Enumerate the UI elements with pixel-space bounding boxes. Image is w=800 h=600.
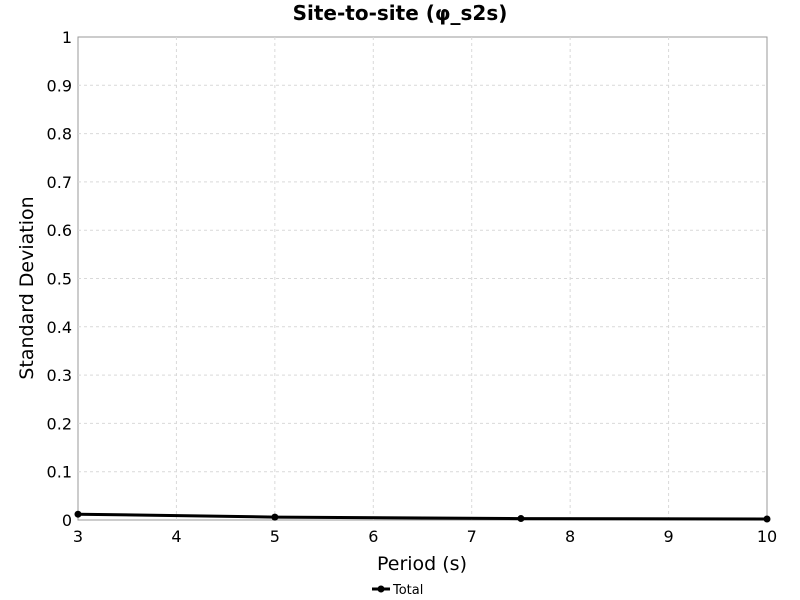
series-line-0 (77, 512, 768, 521)
y-tick-label: 0.9 (47, 76, 72, 95)
x-tick-label: 6 (368, 527, 378, 546)
x-tick-label: 3 (73, 527, 83, 546)
y-tick-label: 0.1 (47, 463, 72, 482)
legend: Total (372, 583, 423, 598)
y-tick-label: 1 (62, 28, 72, 47)
legend-label: Total (392, 583, 423, 598)
axis-ticks: 3 4 5 6 7 8 9 10 0 0.1 0.2 0.3 0.4 0.5 0.6 0.7 0.8 0.9 1 (47, 28, 778, 546)
y-tick-label: 0.6 (47, 221, 72, 240)
series-layer (74, 510, 771, 523)
legend-marker (377, 585, 385, 593)
x-tick-label: 8 (565, 527, 575, 546)
data-point (74, 510, 82, 518)
y-tick-label: 0.7 (47, 173, 72, 192)
x-tick-label: 9 (663, 527, 673, 546)
data-point (517, 515, 525, 523)
y-tick-label: 0.8 (47, 125, 72, 144)
x-tick-label: 5 (270, 527, 280, 546)
data-point (271, 513, 279, 521)
x-tick-label: 10 (757, 527, 777, 546)
y-tick-label: 0.2 (47, 414, 72, 433)
chart-title: Site-to-site (φ_s2s) (293, 1, 508, 25)
data-point (763, 515, 771, 523)
x-tick-label: 4 (171, 527, 181, 546)
x-tick-label: 7 (467, 527, 477, 546)
y-tick-label: 0.4 (47, 318, 72, 337)
x-axis-label: Period (s) (377, 553, 467, 575)
y-tick-label: 0.3 (47, 366, 72, 385)
grid (78, 37, 767, 520)
y-tick-label: 0.5 (47, 270, 72, 289)
y-tick-label: 0 (62, 511, 72, 530)
y-axis-label: Standard Deviation (16, 196, 38, 379)
